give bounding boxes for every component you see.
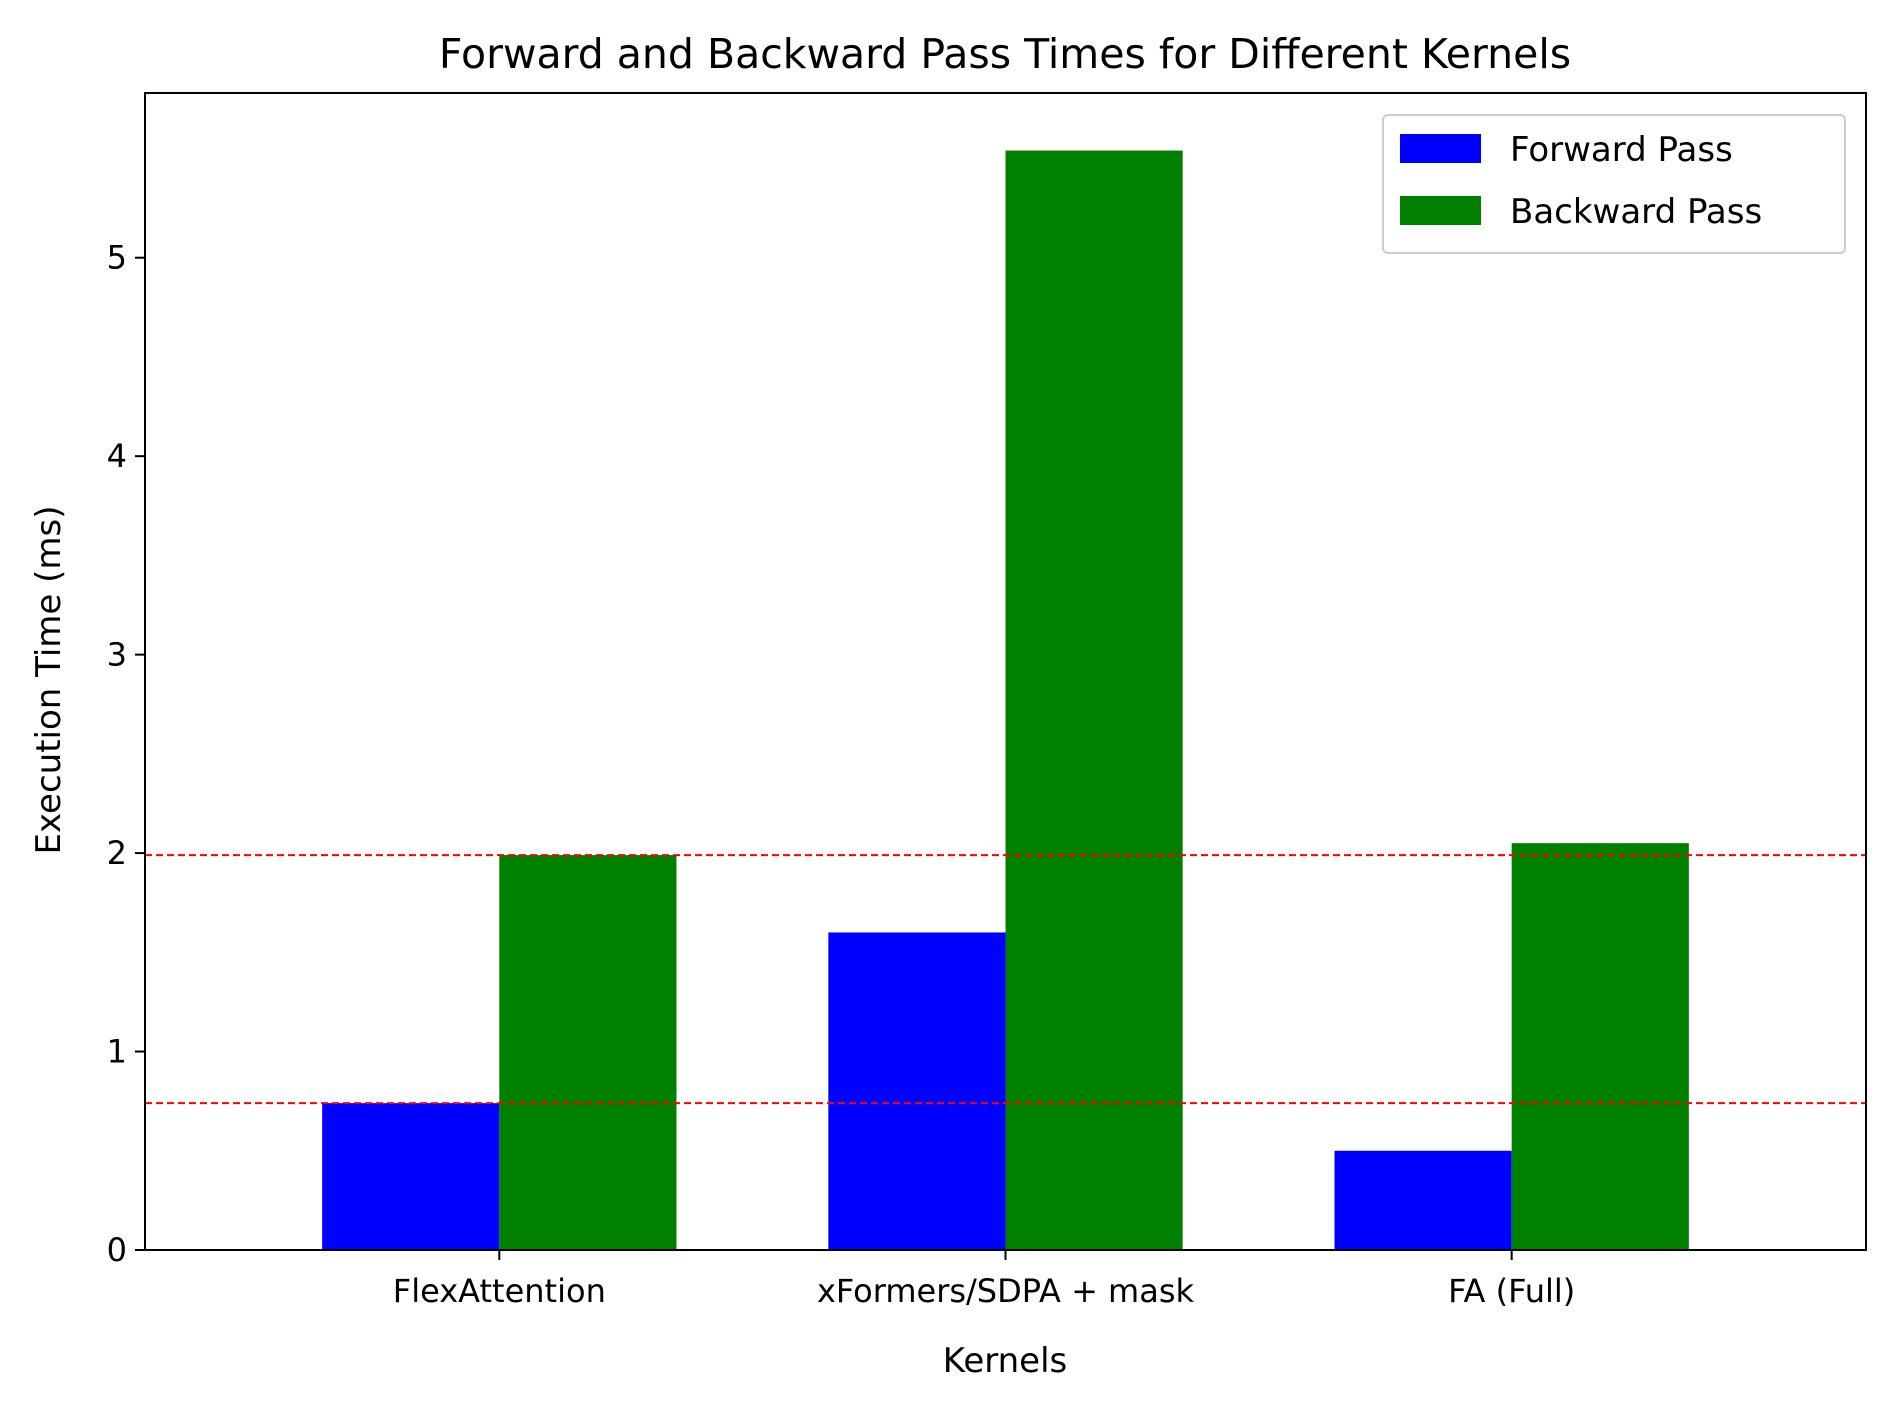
y-tick-label-3: 3 xyxy=(107,636,127,674)
y-tick-label-4: 4 xyxy=(107,437,127,475)
y-axis-label: Execution Time (ms) xyxy=(29,505,69,854)
x-axis-label: Kernels xyxy=(943,1341,1068,1381)
bar-forward-pass-3 xyxy=(1334,1150,1512,1250)
y-tick-label-5: 5 xyxy=(107,239,127,277)
legend-box xyxy=(1382,114,1846,254)
y-tick-label-0: 0 xyxy=(107,1231,127,1269)
plot-marks xyxy=(322,150,1689,1250)
chart-title: Forward and Backward Pass Times for Diff… xyxy=(439,30,1571,78)
reference-lines xyxy=(145,854,1866,1105)
y-tick-label-2: 2 xyxy=(107,834,127,872)
bar-forward-pass-2 xyxy=(828,932,1006,1250)
legend-label-forward-pass: Forward Pass xyxy=(1510,130,1733,170)
bar-forward-pass-1 xyxy=(322,1103,500,1250)
legend-label-backward-pass: Backward Pass xyxy=(1510,192,1762,232)
bar-backward-pass-2 xyxy=(1005,150,1183,1250)
bar-backward-pass-3 xyxy=(1511,843,1689,1250)
x-tick-label-3: FA (Full) xyxy=(1448,1272,1575,1310)
x-tick-label-2: xFormers/SDPA + mask xyxy=(817,1272,1195,1310)
legend: Forward Pass Backward Pass xyxy=(1382,114,1846,254)
y-tick-label-1: 1 xyxy=(107,1033,127,1071)
axes: 0 1 2 3 4 5 FlexAttention xFormers/SDPA + mask F… xyxy=(107,92,1867,1310)
x-tick-label-1: FlexAttention xyxy=(393,1272,606,1310)
bar-backward-pass-1 xyxy=(499,855,677,1250)
legend-swatch-backward-pass xyxy=(1400,196,1481,225)
legend-swatch-forward-pass xyxy=(1400,134,1481,163)
